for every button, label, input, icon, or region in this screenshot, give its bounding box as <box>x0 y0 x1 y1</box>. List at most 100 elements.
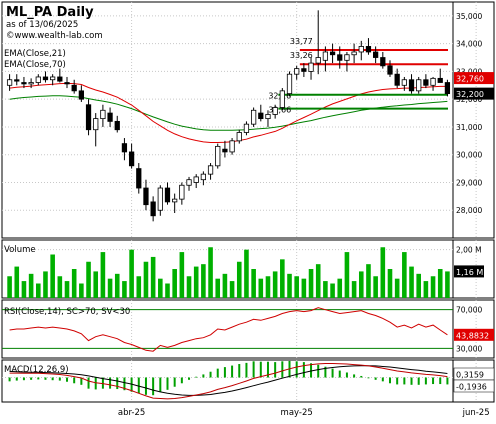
volume-bar[interactable] <box>43 271 48 298</box>
macd-histogram-bar[interactable] <box>173 377 176 387</box>
candle[interactable] <box>401 76 407 91</box>
volume-bar[interactable] <box>351 281 357 298</box>
volume-bar[interactable] <box>86 261 91 298</box>
candle[interactable] <box>157 185 163 216</box>
candle[interactable] <box>337 46 343 69</box>
macd-histogram-bar[interactable] <box>403 377 406 385</box>
macd-histogram-bar[interactable] <box>37 377 40 380</box>
macd-histogram-bar[interactable] <box>130 377 133 392</box>
volume-bar[interactable] <box>315 264 321 298</box>
candle[interactable] <box>200 171 207 186</box>
macd-histogram-bar[interactable] <box>417 377 420 385</box>
candle[interactable] <box>114 115 120 133</box>
candle[interactable] <box>437 68 443 83</box>
volume-bar[interactable] <box>258 278 264 298</box>
macd-histogram-bar[interactable] <box>73 377 76 384</box>
macd-histogram-bar[interactable] <box>274 362 277 378</box>
volume-panel[interactable] <box>7 247 450 299</box>
volume-bar[interactable] <box>387 269 393 298</box>
candle[interactable] <box>380 51 386 69</box>
macd-histogram-bar[interactable] <box>310 363 313 378</box>
volume-bar[interactable] <box>366 264 371 298</box>
volume-bar[interactable] <box>93 271 99 298</box>
candle[interactable] <box>394 68 400 89</box>
macd-histogram-bar[interactable] <box>51 377 54 381</box>
macd-histogram-bar[interactable] <box>152 377 155 396</box>
candle[interactable] <box>373 46 379 64</box>
volume-bar[interactable] <box>373 276 378 298</box>
candle[interactable] <box>265 110 271 127</box>
volume-bar[interactable] <box>323 281 328 298</box>
volume-bar[interactable] <box>308 269 314 298</box>
candle[interactable] <box>272 104 278 119</box>
candle[interactable] <box>444 79 451 97</box>
volume-bar[interactable] <box>107 278 113 298</box>
macd-histogram-bar[interactable] <box>66 377 69 382</box>
macd-histogram-bar[interactable] <box>295 361 298 378</box>
volume-bar[interactable] <box>165 283 170 299</box>
candle[interactable] <box>301 63 307 77</box>
candle[interactable] <box>193 174 199 189</box>
candle[interactable] <box>57 68 63 83</box>
candle[interactable] <box>100 104 106 127</box>
volume-bar[interactable] <box>265 276 271 298</box>
volume-bar[interactable] <box>287 273 292 298</box>
macd-histogram-bar[interactable] <box>439 377 442 385</box>
volume-bar[interactable] <box>272 271 278 298</box>
volume-bar[interactable] <box>28 273 34 298</box>
macd-histogram-bar[interactable] <box>116 377 119 390</box>
candle[interactable] <box>286 71 293 97</box>
volume-bar[interactable] <box>208 247 213 298</box>
volume-bar[interactable] <box>79 283 84 299</box>
volume-bar[interactable] <box>402 252 407 298</box>
candle[interactable] <box>329 43 336 64</box>
candle[interactable] <box>42 71 49 83</box>
volume-bar[interactable] <box>36 283 41 299</box>
candle[interactable] <box>172 193 178 214</box>
macd-histogram-bar[interactable] <box>388 377 391 384</box>
macd-histogram-bar[interactable] <box>123 377 126 391</box>
macd-histogram-bar[interactable] <box>302 362 305 378</box>
macd-histogram-bar[interactable] <box>188 377 191 380</box>
candle[interactable] <box>365 38 372 55</box>
rsi-panel[interactable] <box>2 307 453 352</box>
candle[interactable] <box>351 43 357 64</box>
candle[interactable] <box>71 79 77 94</box>
macd-histogram-bar[interactable] <box>281 361 284 378</box>
candle[interactable] <box>143 179 149 211</box>
candle[interactable] <box>215 143 221 169</box>
volume-bar[interactable] <box>423 281 429 298</box>
volume-bar[interactable] <box>179 252 185 298</box>
candle[interactable] <box>78 85 84 102</box>
macd-histogram-bar[interactable] <box>259 361 262 378</box>
macd-histogram-bar[interactable] <box>15 377 18 381</box>
candle[interactable] <box>64 76 70 89</box>
candle[interactable] <box>179 182 185 205</box>
candle[interactable] <box>21 76 27 89</box>
candle[interactable] <box>85 99 92 136</box>
macd-histogram-bar[interactable] <box>44 377 47 380</box>
volume-bar[interactable] <box>143 261 149 298</box>
candle[interactable] <box>387 60 393 77</box>
macd-panel[interactable] <box>8 360 449 400</box>
candle[interactable] <box>430 76 436 91</box>
macd-histogram-bar[interactable] <box>367 377 370 379</box>
volume-bar[interactable] <box>136 276 142 298</box>
volume-bar[interactable] <box>150 256 156 298</box>
macd-histogram-bar[interactable] <box>424 377 427 385</box>
macd-histogram-bar[interactable] <box>324 366 327 378</box>
macd-histogram-bar[interactable] <box>317 364 320 378</box>
macd-histogram-bar[interactable] <box>209 371 212 378</box>
candle[interactable] <box>164 182 171 205</box>
volume-bar[interactable] <box>394 278 400 298</box>
volume-bar[interactable] <box>380 247 386 298</box>
volume-bar[interactable] <box>330 283 335 299</box>
macd-histogram-bar[interactable] <box>338 370 341 378</box>
macd-histogram-bar[interactable] <box>166 377 169 390</box>
macd-histogram-bar[interactable] <box>8 377 11 382</box>
candle[interactable] <box>186 176 192 191</box>
volume-bar[interactable] <box>158 278 163 298</box>
volume-bar[interactable] <box>201 264 206 298</box>
candle[interactable] <box>250 107 257 127</box>
macd-histogram-bar[interactable] <box>231 365 234 378</box>
